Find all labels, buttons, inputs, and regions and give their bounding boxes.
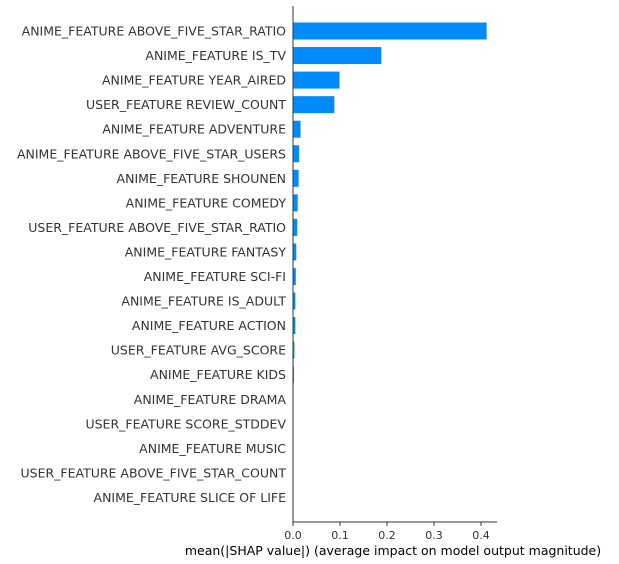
category-label: USER_FEATURE SCORE_STDDEV — [85, 416, 286, 431]
category-label: ANIME_FEATURE IS_ADULT — [121, 294, 286, 309]
category-label: ANIME_FEATURE DRAMA — [134, 392, 287, 407]
bar — [293, 243, 297, 261]
category-label: USER_FEATURE AVG_SCORE — [111, 343, 286, 358]
bar — [293, 292, 296, 310]
x-tick-label: 0.3 — [425, 529, 443, 542]
category-label: ANIME_FEATURE SLICE OF LIFE — [94, 490, 287, 505]
bar — [293, 341, 295, 359]
x-ticks-group: 0.0 0.1 0.2 0.3 0.4 — [284, 522, 490, 542]
category-label: ANIME_FEATURE ACTION — [132, 318, 286, 333]
x-axis-label: mean(|SHAP value|) (average impact on mo… — [185, 543, 601, 558]
bar — [293, 145, 300, 163]
category-label: ANIME_FEATURE SHOUNEN — [117, 171, 286, 186]
x-tick-label: 0.1 — [331, 529, 349, 542]
category-label: USER_FEATURE ABOVE_FIVE_STAR_COUNT — [20, 465, 286, 480]
bar — [293, 169, 299, 187]
category-label: USER_FEATURE ABOVE_FIVE_STAR_RATIO — [28, 220, 286, 235]
bar — [293, 22, 487, 40]
bar — [293, 268, 296, 285]
x-tick-label: 0.0 — [284, 529, 302, 542]
category-label: ANIME_FEATURE FANTASY — [125, 244, 287, 259]
category-label: ANIME_FEATURE KIDS — [150, 367, 286, 382]
bars-group — [293, 22, 487, 506]
bar — [293, 71, 340, 89]
x-tick-label: 0.2 — [378, 529, 396, 542]
bar — [293, 96, 335, 114]
category-label: ANIME_FEATURE IS_TV — [145, 48, 286, 63]
category-label: ANIME_FEATURE ABOVE_FIVE_STAR_RATIO — [22, 24, 286, 39]
bar — [293, 194, 298, 212]
category-label: ANIME_FEATURE COMEDY — [126, 195, 287, 210]
category-labels-group: ANIME_FEATURE ABOVE_FIVE_STAR_RATIO ANIME… — [17, 24, 286, 505]
category-label: ANIME_FEATURE ABOVE_FIVE_STAR_USERS — [17, 146, 286, 161]
category-label: ANIME_FEATURE YEAR_AIRED — [102, 73, 286, 88]
category-label: ANIME_FEATURE SCI-FI — [144, 269, 286, 284]
category-label: ANIME_FEATURE ADVENTURE — [102, 122, 286, 137]
bar — [293, 317, 296, 335]
bar — [293, 218, 298, 236]
category-label: ANIME_FEATURE MUSIC — [139, 441, 286, 456]
category-label: USER_FEATURE REVIEW_COUNT — [86, 97, 286, 112]
x-tick-label: 0.4 — [472, 529, 490, 542]
bar — [293, 47, 382, 65]
bar — [293, 120, 301, 138]
